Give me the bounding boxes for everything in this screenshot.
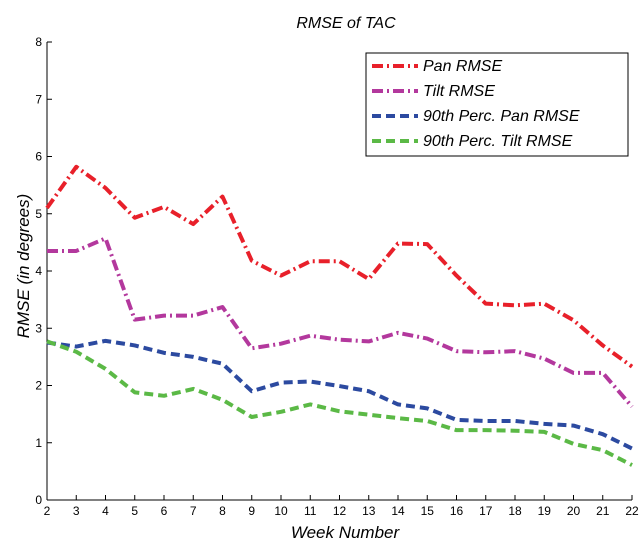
x-tick-label: 17 [479,504,493,518]
y-tick-label: 2 [35,379,42,393]
x-tick-label: 12 [333,504,347,518]
legend-label-3: 90th Perc. Pan RMSE [423,108,580,125]
x-tick-label: 7 [190,504,197,518]
y-axis: 0 1 2 3 4 5 6 7 8 [35,35,52,507]
chart-title: RMSE of TAC [296,15,396,32]
y-tick-label: 5 [35,207,42,221]
x-tick-label: 11 [304,504,317,518]
x-tick-label: 20 [567,504,581,518]
x-tick-label: 13 [362,504,376,518]
y-tick-label: 7 [35,92,42,106]
legend-label-4: 90th Perc. Tilt RMSE [423,133,573,150]
y-tick-label: 4 [35,264,42,278]
y-tick-label: 8 [35,35,42,49]
legend-box [365,52,629,157]
x-tick-label: 22 [625,504,639,518]
x-tick-label: 14 [391,504,405,518]
x-tick-label: 4 [102,504,109,518]
x-tick-label: 9 [248,504,255,518]
legend: Pan RMSE Tilt RMSE 90th Perc. Pan RMSE 90th… [365,52,629,157]
x-tick-label: 10 [274,504,288,518]
series-line-1 [45,164,634,369]
x-tick-label: 2 [44,504,51,518]
x-tick-label: 5 [131,504,138,518]
y-tick-label: 6 [35,150,42,164]
series-line-4 [46,339,633,467]
x-axis: 2 3 4 5 6 7 8 9 10 11 12 13 14 15 16 17 18 19 20 21 22 [44,495,639,518]
series-line-3 [46,338,633,451]
series-lines [45,164,634,467]
x-axis-label: Week Number [291,523,401,542]
x-tick-label: 15 [421,504,435,518]
y-axis-label: RMSE (in degrees) [14,194,33,339]
x-tick-label: 19 [538,504,552,518]
y-tick-label: 1 [35,436,42,450]
x-tick-label: 6 [161,504,168,518]
legend-label-2: Tilt RMSE [423,83,495,100]
series-line-2 [47,236,634,408]
x-tick-label: 3 [73,504,80,518]
x-tick-label: 21 [596,504,610,518]
y-tick-label: 0 [35,493,42,507]
legend-label-1: Pan RMSE [423,58,502,75]
x-tick-label: 8 [219,504,226,518]
y-tick-label: 3 [35,321,42,335]
x-tick-label: 16 [450,504,464,518]
x-tick-label: 18 [508,504,522,518]
